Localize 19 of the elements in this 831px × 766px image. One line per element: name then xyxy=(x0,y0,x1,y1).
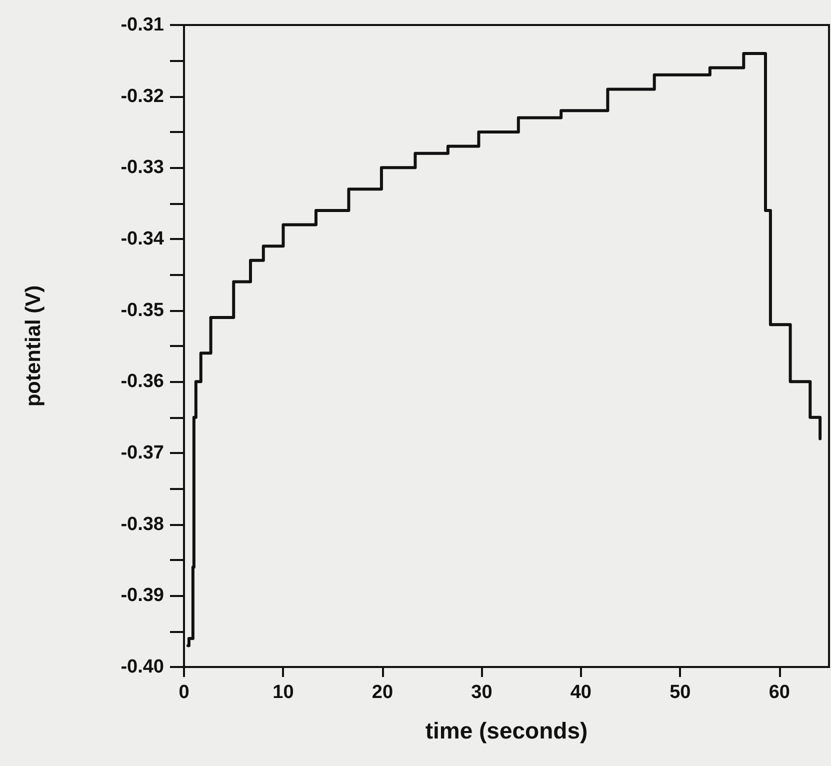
x-axis-title: time (seconds) xyxy=(425,718,588,744)
y-tick-label: -0.38 xyxy=(120,514,164,535)
x-tick-label: 60 xyxy=(768,682,790,703)
y-axis-title: potential (V) xyxy=(22,285,45,407)
y-tick-label: -0.35 xyxy=(120,300,164,321)
y-tick-label: -0.31 xyxy=(120,14,164,36)
x-tick-label: 40 xyxy=(570,682,592,703)
y-tick-label: -0.32 xyxy=(120,86,164,107)
y-tick-label: -0.39 xyxy=(120,585,164,606)
y-tick-label: -0.36 xyxy=(120,371,164,392)
y-tick-label: -0.37 xyxy=(120,442,164,464)
x-tick-label: 0 xyxy=(178,682,190,703)
x-tick-label: 10 xyxy=(272,682,294,703)
x-tick-label: 30 xyxy=(471,682,492,703)
y-tick-label: -0.34 xyxy=(120,228,164,250)
x-tick-label: 20 xyxy=(372,682,394,703)
y-tick-label: -0.33 xyxy=(120,157,164,178)
x-tick-label: 50 xyxy=(670,682,691,703)
y-tick-label: -0.40 xyxy=(120,656,164,678)
